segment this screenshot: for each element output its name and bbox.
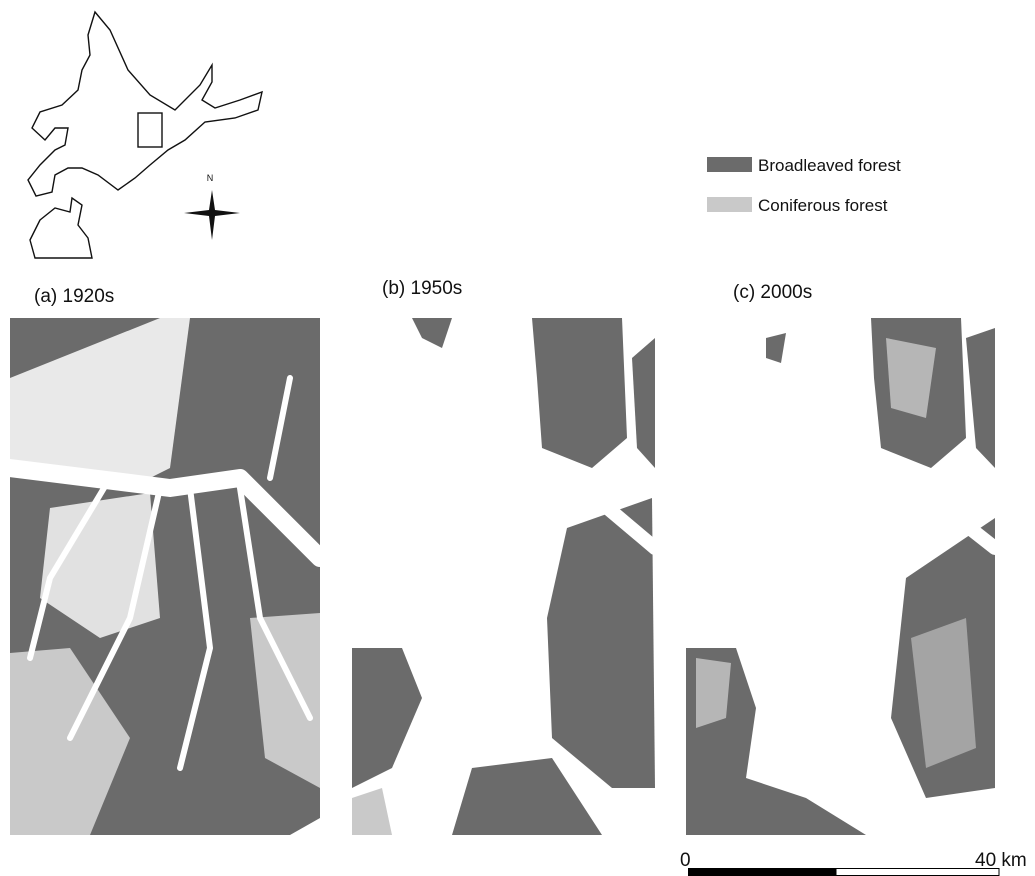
panel-title: (c) 2000s — [733, 282, 812, 303]
north-star — [184, 190, 240, 240]
legend-label: Coniferous forest — [758, 196, 888, 215]
figure: N Broadleaved forest Coniferous forest (… — [0, 0, 1035, 876]
page: {"inset": {"north": "N"}, "legend": [{"l… — [0, 0, 1035, 876]
scale-end-label: 40 km — [975, 850, 1027, 871]
scale-segment — [688, 868, 836, 876]
panel-title: (a) 1920s — [34, 286, 114, 307]
scale-bar: 0 40 km — [680, 850, 1027, 876]
panel-title: (b) 1950s — [382, 278, 462, 299]
study-area-box — [138, 113, 162, 147]
legend-swatch — [707, 197, 752, 212]
island-outline — [28, 12, 262, 196]
inset-map: N — [28, 12, 262, 258]
forest-area — [532, 318, 627, 468]
north-label: N — [207, 173, 214, 183]
coniferous-area — [696, 658, 731, 728]
legend-label: Broadleaved forest — [758, 156, 901, 175]
honshu-outline — [30, 198, 92, 258]
map-panel — [352, 318, 655, 835]
map-panel — [10, 318, 320, 835]
legend-swatch — [707, 157, 752, 172]
map-panel — [686, 318, 995, 835]
scale-start-label: 0 — [680, 850, 691, 871]
scale-segment — [836, 869, 999, 876]
legend: Broadleaved forest Coniferous forest — [707, 156, 901, 215]
